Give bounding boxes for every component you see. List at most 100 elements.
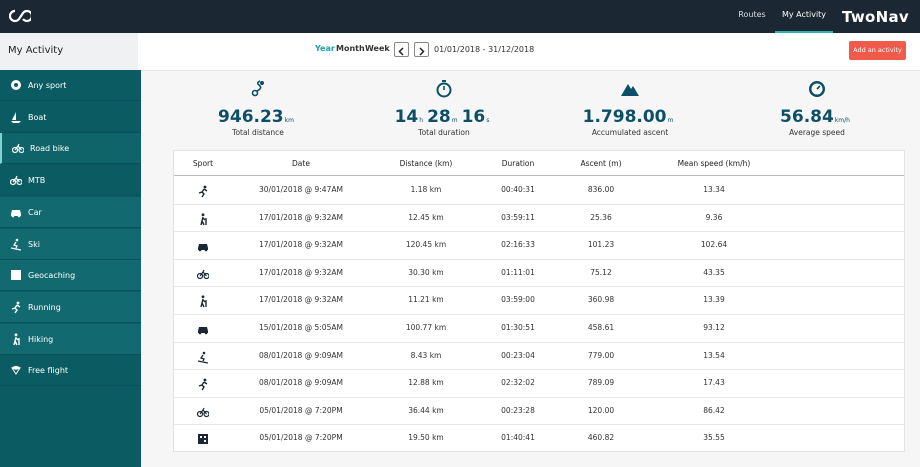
table-cell: 00:40:31 [501, 185, 535, 194]
sidebar-label: Running [28, 302, 61, 312]
sidebar-item[interactable]: Free flight [0, 355, 141, 387]
sport-cell [197, 183, 209, 202]
stat-unit: m [451, 117, 458, 124]
sidebar-label: Any sport [28, 81, 67, 90]
table-cell: 458.61 [587, 323, 615, 332]
column-header: Sport [192, 159, 214, 168]
sidebar-label: Free flight [28, 366, 69, 376]
stat: 56.84km/h Average speed [722, 80, 912, 137]
sidebar-item[interactable]: Geocaching [0, 260, 141, 292]
top-bar: Routes My Activity TwoNav [0, 0, 920, 33]
stat-label: Total distance [232, 128, 284, 137]
prev-button[interactable] [394, 42, 409, 57]
table-cell: 01:30:51 [501, 323, 535, 332]
sport-icon [12, 144, 24, 154]
sport-cell [197, 431, 209, 450]
logo[interactable] [9, 9, 31, 23]
stat-value: 14h 28m 16s [349, 107, 539, 127]
table-cell: 08/01/2018 @ 9:09AM [259, 378, 343, 388]
sport-cell [197, 376, 209, 395]
nav-link[interactable]: Routes [738, 10, 766, 19]
table-cell: 100.77 km [405, 323, 447, 332]
column-header: Ascent (m) [580, 159, 622, 168]
row-divider [174, 286, 904, 288]
stat: 14h 28m 16s Total duration [349, 80, 539, 137]
add-activity-button[interactable]: Add an activity [849, 41, 906, 60]
sidebar-label: Ski [28, 239, 40, 249]
sidebar-item[interactable]: Ski [0, 228, 141, 260]
sidebar-item[interactable]: Any sport [0, 70, 141, 101]
stat-icon [251, 80, 264, 97]
next-icon [419, 47, 425, 56]
sidebar-label: Car [28, 207, 42, 217]
activity-table: Sport Date Distance (km) Duration Ascent (m)… [173, 150, 905, 452]
toolbar [0, 33, 920, 71]
sport-icon [11, 270, 21, 281]
page-title: My Activity [0, 33, 138, 70]
sport-icon [198, 244, 208, 252]
period-tab[interactable]: Month [336, 44, 365, 53]
sport-icon [196, 269, 210, 279]
row-divider [174, 314, 904, 315]
table-cell: 11.21 km [408, 295, 444, 305]
period-tab[interactable]: Week [365, 44, 390, 53]
sidebar-item[interactable]: Boat [0, 102, 141, 133]
table-cell: 13.54 [703, 350, 725, 360]
table-cell: 25.36 [590, 212, 612, 222]
sport-cell [196, 266, 210, 285]
sidebar-label: Road bike [30, 144, 70, 154]
stat-unit: km/h [834, 117, 850, 124]
table-cell: 779.00 [587, 350, 615, 360]
stat-number: 16 [461, 107, 486, 127]
table-cell: 15/01/2018 @ 5:05AM [259, 323, 343, 332]
sidebar-item[interactable]: Running [0, 291, 141, 323]
sidebar-label: Geocaching [28, 271, 76, 281]
row-divider [174, 258, 904, 260]
table-cell: 05/01/2018 @ 7:20PM [259, 433, 343, 443]
table-cell: 19.50 km [408, 433, 444, 443]
stat: 946.23km Total distance [163, 80, 353, 137]
stat-number: 56.84 [780, 107, 834, 127]
sidebar-label: Hiking [28, 334, 54, 344]
table-cell: 86.42 [703, 405, 725, 415]
table-cell: 13.39 [703, 295, 725, 305]
stat-value: 946.23km [163, 107, 353, 127]
stat-unit: m [667, 117, 674, 124]
table-cell: 789.09 [587, 378, 615, 388]
period-tab[interactable]: Year [315, 44, 335, 53]
sidebar: Any sport Boat Road bike MTB Car Ski Geocachin… [0, 70, 141, 467]
nav-link[interactable]: My Activity [775, 0, 833, 33]
stat-number: 946.23 [218, 107, 284, 127]
table-cell: 360.98 [587, 295, 615, 305]
row-divider [174, 341, 904, 343]
table-cell: 17.43 [703, 378, 725, 388]
table-cell: 8.43 km [410, 350, 442, 360]
sport-cell [197, 349, 209, 368]
table-cell: 75.12 [590, 267, 612, 277]
table-cell: 13.34 [703, 185, 725, 194]
table-cell: 00:23:04 [501, 350, 535, 360]
sidebar-item[interactable]: Hiking [0, 323, 141, 355]
sport-icon [10, 175, 22, 186]
next-button[interactable] [414, 42, 429, 57]
table-cell: 02:16:33 [501, 240, 535, 250]
stat-label: Total duration [418, 128, 470, 137]
table-cell: 43.35 [703, 267, 725, 277]
sidebar-item[interactable]: Road bike [0, 133, 141, 165]
sidebar-label: Boat [28, 112, 47, 122]
stat-label: Accumulated ascent [591, 128, 669, 137]
row-divider [174, 369, 904, 371]
table-cell: 03:59:00 [501, 295, 535, 305]
table-cell: 17/01/2018 @ 9:32AM [259, 295, 343, 305]
sport-icon [198, 185, 208, 198]
date-range: 01/01/2018 - 31/12/2018 [434, 45, 535, 54]
sidebar-item[interactable]: MTB [0, 165, 141, 197]
sport-icon [198, 327, 208, 335]
stat-value: 56.84km/h [722, 107, 912, 127]
sidebar-item[interactable]: Car [0, 196, 141, 228]
table-cell: 836.00 [587, 185, 615, 194]
table-cell: 17/01/2018 @ 9:32AM [259, 267, 343, 277]
stat-label: Average speed [789, 128, 845, 137]
table-cell: 02:32:02 [501, 378, 535, 388]
sidebar-label: MTB [28, 176, 46, 186]
